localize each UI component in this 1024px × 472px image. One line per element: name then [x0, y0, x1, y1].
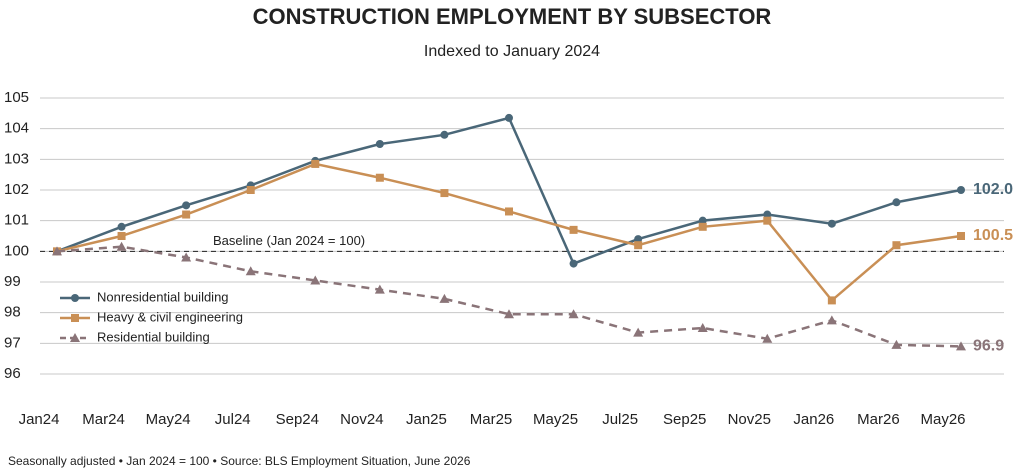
point	[245, 266, 256, 276]
point	[892, 198, 901, 207]
x-tick-label: Jan24	[19, 411, 60, 428]
x-tick-label: Jul25	[602, 411, 638, 428]
x-tick-label: Mar25	[470, 411, 513, 428]
y-tick-label: 100	[4, 242, 29, 259]
legend-label: Residential building	[97, 329, 210, 344]
chart-subtitle: Indexed to January 2024	[424, 43, 600, 60]
point	[117, 222, 126, 231]
point	[246, 186, 255, 194]
x-tick-label: Jul24	[215, 411, 251, 428]
legend-marker	[71, 294, 79, 302]
end-label: 96.9	[973, 338, 1004, 355]
point	[957, 186, 965, 194]
point	[375, 173, 384, 182]
y-tick-label: 98	[4, 304, 21, 321]
point	[52, 246, 62, 256]
point	[827, 296, 836, 305]
point	[763, 216, 772, 225]
point	[505, 113, 513, 122]
point	[957, 232, 965, 240]
point	[505, 207, 513, 216]
point	[698, 222, 707, 231]
x-tick-label: Jan26	[793, 411, 834, 428]
series-line	[56, 116, 962, 266]
point	[374, 284, 385, 294]
series: 102.0	[53, 113, 1013, 268]
y-tick-label: 105	[4, 89, 29, 106]
series-line	[56, 162, 962, 303]
x-tick-label: Sep24	[276, 411, 319, 428]
end-label: 102.0	[973, 181, 1013, 198]
y-tick-label: 104	[4, 120, 29, 137]
point	[891, 339, 902, 349]
chart-title: CONSTRUCTION EMPLOYMENT BY SUBSECTOR	[253, 4, 772, 29]
x-tick-label: Sep25	[663, 411, 706, 428]
point	[182, 201, 191, 210]
point	[116, 241, 127, 251]
x-tick-label: Mar24	[82, 411, 125, 428]
y-tick-label: 97	[4, 334, 21, 351]
y-tick-label: 96	[4, 365, 21, 382]
point	[375, 140, 384, 148]
point	[697, 323, 708, 332]
footnote: Seasonally adjusted • Jan 2024 = 100 • S…	[8, 454, 471, 468]
point	[762, 333, 773, 343]
point	[311, 159, 320, 168]
point	[956, 341, 966, 351]
end-label: 100.5	[973, 227, 1013, 244]
y-tick-label: 101	[4, 212, 29, 229]
point	[182, 210, 191, 219]
point	[440, 130, 449, 139]
point	[504, 309, 514, 319]
point	[569, 259, 578, 268]
y-tick-label: 103	[4, 150, 29, 167]
point	[568, 309, 579, 319]
legend-marker	[70, 333, 80, 342]
point	[763, 210, 772, 219]
point	[117, 232, 126, 240]
legend-label: Heavy & civil engineering	[97, 309, 243, 324]
point	[698, 216, 707, 225]
point	[827, 219, 836, 228]
point	[439, 293, 450, 303]
x-tick-label: Jan25	[406, 411, 447, 428]
y-tick-label: 102	[4, 181, 29, 198]
point	[440, 189, 449, 198]
point	[826, 315, 837, 325]
x-tick-label: May26	[920, 411, 965, 428]
x-tick-label: May24	[146, 411, 191, 428]
baseline-label: Baseline (Jan 2024 = 100)	[213, 233, 365, 248]
point	[634, 241, 643, 250]
x-tick-label: Nov25	[728, 411, 771, 428]
point	[310, 275, 321, 285]
y-tick-label: 99	[4, 273, 21, 290]
series: 96.9	[52, 241, 1004, 355]
x-tick-label: Mar26	[857, 411, 900, 428]
legend-label: Nonresidential building	[97, 289, 229, 304]
point	[569, 225, 578, 234]
point	[634, 235, 643, 244]
series: 100.5	[53, 159, 1013, 305]
point	[633, 327, 644, 337]
x-tick-label: May25	[533, 411, 578, 428]
point	[181, 252, 192, 262]
point	[892, 241, 901, 250]
x-tick-label: Nov24	[340, 411, 383, 428]
legend-marker	[71, 314, 79, 322]
